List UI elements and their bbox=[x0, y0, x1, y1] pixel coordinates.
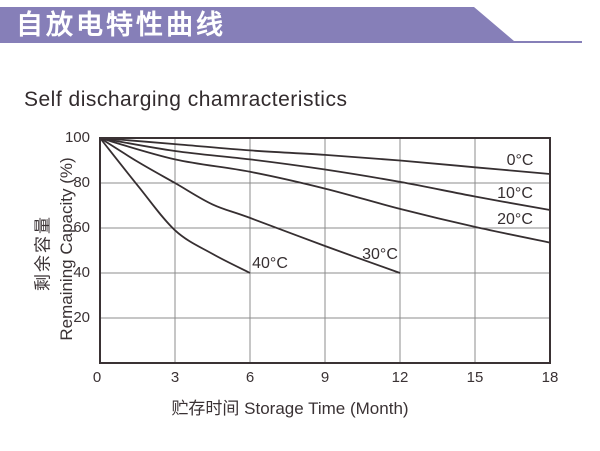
series-label-20c: 20°C bbox=[497, 211, 533, 229]
y-tick-100: 100 bbox=[64, 129, 90, 146]
x-tick-9: 9 bbox=[320, 369, 330, 386]
curve-30c bbox=[99, 137, 401, 274]
series-label-0c: 0°C bbox=[506, 151, 534, 169]
x-tick-3: 3 bbox=[170, 369, 180, 386]
x-axis-title: 贮存时间 Storage Time (Month) bbox=[171, 399, 409, 418]
series-label-10c: 10°C bbox=[497, 185, 533, 203]
y-axis-title-en: Remaining Capacity (%) bbox=[57, 157, 76, 341]
curve-lines bbox=[99, 137, 551, 274]
x-tick-12: 12 bbox=[391, 369, 409, 386]
y-axis-title-cn: 剩余容量 bbox=[33, 215, 53, 291]
x-tick-0: 0 bbox=[92, 369, 102, 386]
y-tick-60: 60 bbox=[73, 219, 90, 236]
series-label-30c: 30°C bbox=[362, 246, 398, 263]
x-tick-18: 18 bbox=[541, 369, 559, 386]
page-header-title: 自放电特性曲线 bbox=[16, 10, 226, 40]
y-tick-20: 20 bbox=[73, 309, 90, 326]
banner-ribbon bbox=[0, 7, 582, 43]
x-tick-6: 6 bbox=[245, 369, 255, 386]
y-tick-80: 80 bbox=[73, 174, 90, 191]
series-label-40c: 40°C bbox=[252, 255, 288, 272]
curve-40c bbox=[99, 137, 251, 274]
chart-title: Self discharging chamracteristics bbox=[24, 88, 348, 111]
y-tick-40: 40 bbox=[73, 264, 90, 281]
plot-border bbox=[99, 137, 551, 364]
curve-20c bbox=[99, 137, 551, 244]
curve-10c bbox=[99, 137, 551, 211]
x-tick-15: 15 bbox=[466, 369, 484, 386]
grid-lines bbox=[100, 138, 550, 363]
curve-0c bbox=[99, 137, 551, 175]
